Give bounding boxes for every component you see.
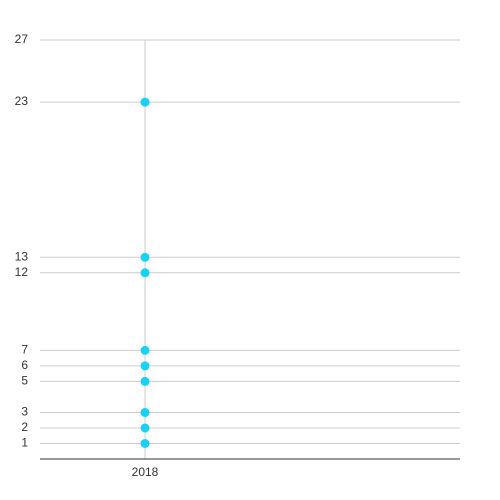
y-tick-label: 23 bbox=[15, 94, 29, 108]
point bbox=[140, 97, 150, 107]
y-tick-label: 6 bbox=[21, 358, 28, 372]
y-tick-label: 2 bbox=[21, 420, 28, 434]
point bbox=[140, 361, 150, 371]
y-tick-label: 3 bbox=[21, 405, 28, 419]
x-tick-label: 2018 bbox=[132, 465, 159, 479]
point bbox=[140, 252, 150, 262]
y-tick-label: 13 bbox=[15, 249, 29, 263]
y-tick-label: 5 bbox=[21, 374, 28, 388]
point bbox=[140, 407, 150, 417]
point bbox=[140, 268, 150, 278]
point bbox=[140, 423, 150, 433]
y-tick-label: 7 bbox=[21, 343, 28, 357]
y-tick-label: 1 bbox=[21, 436, 28, 450]
point bbox=[140, 376, 150, 386]
point bbox=[140, 345, 150, 355]
y-tick-label: 12 bbox=[15, 265, 29, 279]
y-tick-label: 27 bbox=[15, 32, 29, 46]
point bbox=[140, 438, 150, 448]
